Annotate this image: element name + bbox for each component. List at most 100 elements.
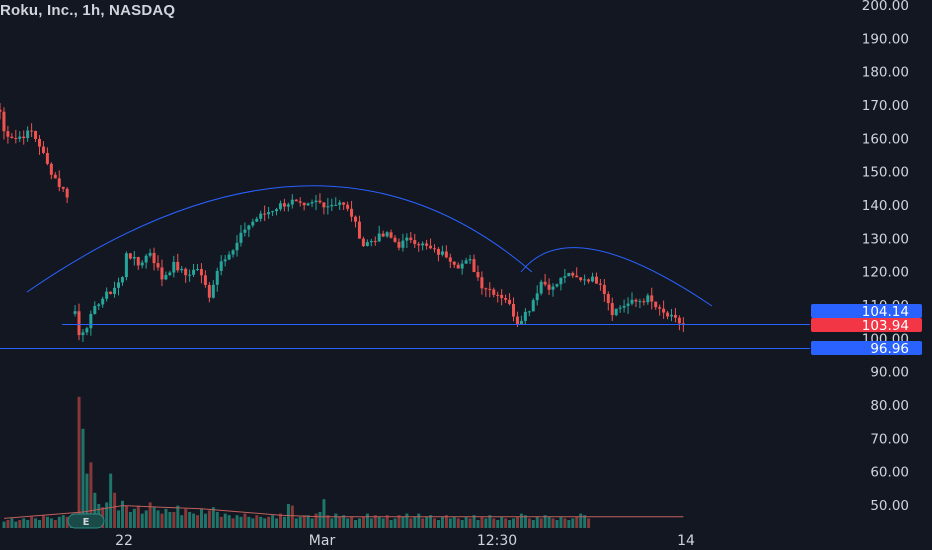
candle-body bbox=[101, 298, 105, 305]
candle bbox=[231, 249, 235, 258]
time-axis[interactable]: 22 Mar 12:30 14 bbox=[115, 533, 695, 549]
candle-body bbox=[654, 301, 658, 308]
volume-bar bbox=[247, 516, 251, 528]
candle-body bbox=[468, 259, 472, 261]
candle bbox=[14, 129, 18, 144]
candle-body bbox=[677, 317, 681, 324]
candle bbox=[136, 256, 140, 270]
candle bbox=[436, 247, 440, 262]
candle-body bbox=[10, 136, 14, 138]
candle bbox=[65, 187, 69, 203]
candle bbox=[318, 193, 322, 204]
candle-body bbox=[484, 288, 488, 290]
candle-body bbox=[172, 261, 176, 273]
candle bbox=[302, 202, 306, 211]
candle bbox=[286, 202, 290, 212]
candle-body bbox=[515, 316, 519, 325]
candle-body bbox=[393, 237, 397, 242]
x-tick-label: Mar bbox=[309, 533, 336, 549]
candle-body bbox=[192, 269, 196, 275]
candle bbox=[440, 245, 444, 257]
volume-bar bbox=[34, 518, 38, 528]
candle bbox=[496, 291, 500, 303]
arc-drawing-right[interactable] bbox=[520, 247, 713, 307]
volume-bar bbox=[164, 508, 168, 528]
volume-bar bbox=[369, 518, 373, 528]
volume-bar bbox=[2, 521, 6, 528]
candle-body bbox=[583, 279, 587, 281]
candle-body bbox=[267, 212, 271, 215]
candle bbox=[642, 298, 646, 306]
volume-bar bbox=[559, 516, 563, 528]
volume-bar bbox=[480, 516, 484, 528]
candle-body bbox=[330, 204, 334, 207]
volume-bar bbox=[527, 518, 531, 528]
candle bbox=[468, 255, 472, 265]
candle-body bbox=[357, 221, 361, 239]
volume-bar bbox=[389, 520, 393, 528]
volume-bar bbox=[429, 515, 433, 528]
volume-bar bbox=[358, 518, 361, 528]
candle-body bbox=[251, 221, 255, 226]
volume-bar bbox=[156, 510, 160, 528]
candle bbox=[113, 281, 117, 298]
y-tick-label: 120.00 bbox=[862, 265, 909, 281]
y-tick-label: 160.00 bbox=[862, 131, 909, 147]
volume-bar bbox=[468, 518, 472, 528]
volume-bar bbox=[109, 473, 113, 528]
candle-body bbox=[646, 295, 650, 303]
candle bbox=[484, 287, 488, 297]
volume-bar bbox=[504, 518, 508, 528]
earnings-event-badge[interactable]: E bbox=[67, 513, 105, 529]
volume-bar bbox=[117, 510, 121, 528]
volume-bar bbox=[346, 518, 350, 528]
candle bbox=[271, 210, 275, 216]
volume-bar bbox=[271, 515, 275, 528]
volume-bar bbox=[200, 508, 203, 528]
candle-body bbox=[413, 240, 417, 245]
candle-body bbox=[429, 245, 433, 249]
volume-bar bbox=[45, 516, 49, 528]
volume-bar bbox=[42, 515, 45, 528]
volume-bar bbox=[53, 520, 57, 528]
candle-body bbox=[448, 257, 452, 262]
volume-bar bbox=[381, 518, 385, 528]
candle bbox=[579, 277, 583, 282]
candle bbox=[73, 305, 77, 317]
candle bbox=[369, 238, 373, 247]
volume-bar bbox=[180, 515, 184, 528]
candle-body bbox=[452, 261, 456, 265]
candle-body bbox=[334, 204, 338, 206]
volume-bar bbox=[567, 520, 571, 528]
candle-body bbox=[278, 203, 282, 210]
candle bbox=[0, 103, 2, 120]
volume-moving-average bbox=[3, 505, 684, 519]
candle-body bbox=[215, 270, 219, 285]
candle bbox=[298, 197, 302, 207]
y-tick-label: 140.00 bbox=[862, 198, 909, 214]
candle bbox=[160, 259, 164, 287]
price-tag-96-96: 96.96 bbox=[811, 341, 922, 357]
candle-body bbox=[152, 252, 156, 264]
candle-body bbox=[425, 243, 429, 246]
volume-bar bbox=[259, 516, 263, 528]
arc-drawing-left[interactable] bbox=[26, 185, 533, 293]
candle-body bbox=[377, 233, 381, 242]
y-tick-label: 200.00 bbox=[862, 0, 909, 14]
volume-bar bbox=[484, 518, 488, 528]
volume-bar bbox=[409, 518, 413, 528]
y-tick-label: 170.00 bbox=[862, 98, 909, 114]
candle bbox=[361, 236, 365, 248]
candle bbox=[658, 304, 662, 316]
volume-bar bbox=[373, 515, 377, 528]
candle-body bbox=[140, 262, 144, 266]
candle-body bbox=[0, 109, 2, 112]
candle-body bbox=[49, 163, 53, 175]
candle bbox=[2, 107, 6, 140]
candle bbox=[144, 253, 148, 269]
volume-bar bbox=[18, 520, 22, 528]
volume-bar bbox=[547, 516, 551, 528]
x-tick-label: 22 bbox=[115, 533, 133, 549]
candle-body bbox=[65, 188, 69, 198]
